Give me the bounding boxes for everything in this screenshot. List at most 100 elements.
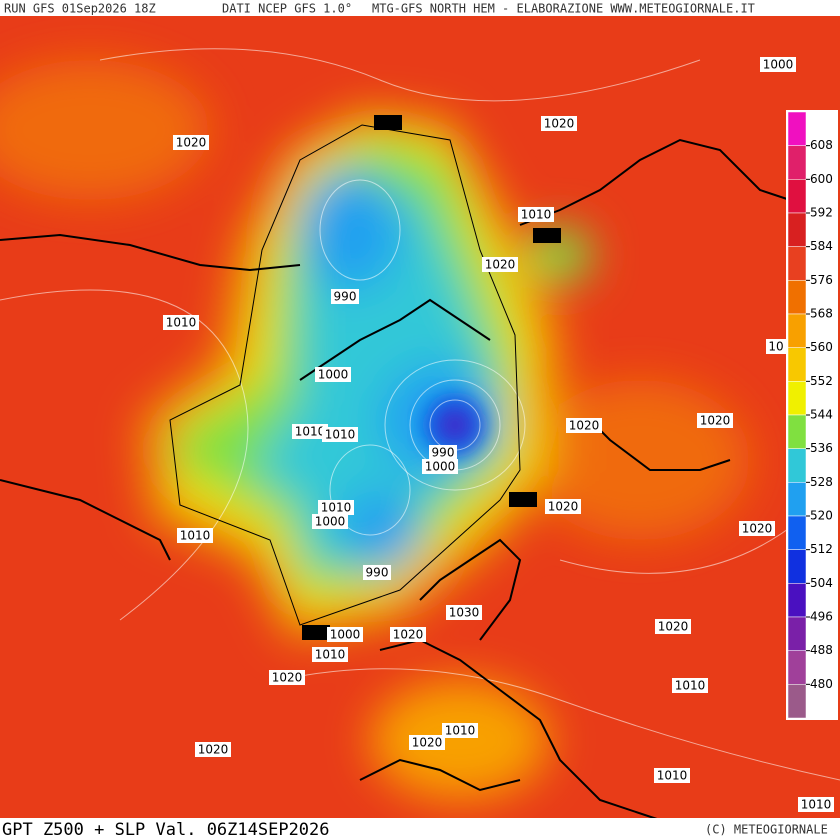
label-box — [766, 339, 786, 354]
copyright: (C) METEOGIORNALE — [705, 823, 828, 837]
isoline-label: 1020 — [548, 500, 579, 514]
isoline-label: 1020 — [412, 736, 443, 750]
isoline-label: 1000 — [763, 58, 794, 72]
isoline-label: 1020 — [272, 671, 303, 685]
isoline-label: 1010 — [675, 679, 706, 693]
colorbar: 608 600 592 584 576 568 560 552 544 536 528 520 512 5… — [786, 110, 838, 720]
label-box — [173, 135, 209, 150]
colorbar-swatch — [787, 616, 807, 651]
isobars — [0, 48, 840, 781]
isoline-label: 1010 — [657, 769, 688, 783]
isoline-label: 1030 — [449, 606, 480, 620]
isoline-label: 1020 — [569, 419, 600, 433]
isoline-label: 1000 — [330, 628, 361, 642]
isoline-label: 1000 — [315, 515, 346, 529]
isoline-label: 1020 — [544, 117, 575, 131]
isoline-label: 1010 — [295, 425, 326, 439]
isoline-label: 1020 — [176, 136, 207, 150]
isoline-label: 1010 — [801, 798, 832, 812]
source-label: DATI NCEP GFS 1.0° — [222, 2, 352, 16]
isoline-label: 1000 — [318, 368, 349, 382]
label-box — [318, 500, 354, 515]
colorbar-swatch — [787, 145, 807, 180]
label-box — [509, 492, 537, 507]
label-box — [163, 315, 199, 330]
label-box — [269, 670, 305, 685]
label-box — [422, 459, 458, 474]
contour-552 — [169, 124, 521, 626]
colorbar-swatch — [787, 280, 807, 315]
colorbar-label: 504 — [810, 576, 833, 590]
label-box — [409, 735, 445, 750]
colorbar-label: 536 — [810, 441, 833, 455]
label-box — [446, 605, 482, 620]
isoline-label: 990 — [432, 446, 455, 460]
label-box — [390, 627, 426, 642]
colorbar-label: 520 — [810, 509, 833, 523]
colorbar-swatch — [787, 111, 807, 146]
colorbar-swatch — [787, 347, 807, 382]
label-box — [374, 115, 402, 130]
label-box — [533, 228, 561, 243]
colorbar-label: 544 — [810, 408, 833, 422]
label-box — [672, 678, 708, 693]
colorbar-swatch — [787, 650, 807, 685]
colorbar-label: 576 — [810, 273, 833, 287]
colorbar-label: 528 — [810, 475, 833, 489]
label-box — [654, 768, 690, 783]
label-box — [363, 565, 391, 580]
colorbar-swatch — [787, 179, 807, 214]
label-box — [195, 742, 231, 757]
colorbar-swatch — [787, 482, 807, 517]
label-box — [655, 619, 691, 634]
label-box — [697, 413, 733, 428]
isoline-label: 1010 — [180, 529, 211, 543]
colorbar-label: 552 — [810, 374, 833, 388]
isoline-label: 990 — [334, 290, 357, 304]
coastlines — [0, 138, 791, 821]
isoline-label: 1020 — [742, 522, 773, 536]
isoline-label: 552 — [375, 116, 400, 130]
colorbar-swatch — [787, 549, 807, 584]
isoline-label: 990 — [366, 566, 389, 580]
isoline-label: 1010 — [445, 724, 476, 738]
isoline-label: 552 — [534, 229, 559, 243]
colorbar-label: 480 — [810, 677, 833, 691]
label-box — [739, 521, 775, 536]
isoline-label: 1000 — [425, 460, 456, 474]
colorbar-label: 608 — [810, 138, 833, 152]
footer-title: GPT Z500 + SLP Val. 06Z14SEP2026 — [2, 820, 330, 840]
run-label: RUN GFS 01Sep2026 18Z — [4, 2, 156, 16]
isoline-label: 1020 — [393, 628, 424, 642]
isoline-label: 1010 — [315, 648, 346, 662]
isoline-label: 1020 — [658, 620, 689, 634]
credit-label: MTG-GFS NORTH HEM - ELABORAZIONE WWW.MET… — [372, 2, 755, 16]
colorbar-label: 592 — [810, 206, 833, 220]
label-box — [177, 528, 213, 543]
label-box — [429, 445, 457, 460]
isoline-label: 1020 — [700, 414, 731, 428]
colorbar-label: 568 — [810, 307, 833, 321]
colorbar-label: 584 — [810, 239, 833, 253]
colorbar-label: 512 — [810, 542, 833, 556]
label-box — [312, 514, 348, 529]
label-box — [566, 418, 602, 433]
label-box — [518, 207, 554, 222]
isoline-label: 552 — [510, 493, 535, 507]
isoline-label: 10 — [768, 340, 783, 354]
colorbar-label: 496 — [810, 610, 833, 624]
isoline-label: 1020 — [485, 258, 516, 272]
colorbar-swatch — [787, 583, 807, 618]
label-box — [302, 625, 330, 640]
isoline-label: 1020 — [198, 743, 229, 757]
isoline-label: 1010 — [521, 208, 552, 222]
isoline-label: 1010 — [321, 501, 352, 515]
label-box — [482, 257, 518, 272]
colorbar-swatch — [787, 414, 807, 449]
colorbar-swatch — [787, 246, 807, 281]
colorbar-label: 600 — [810, 172, 833, 186]
colorbar-swatch — [787, 448, 807, 483]
label-box — [442, 723, 478, 738]
